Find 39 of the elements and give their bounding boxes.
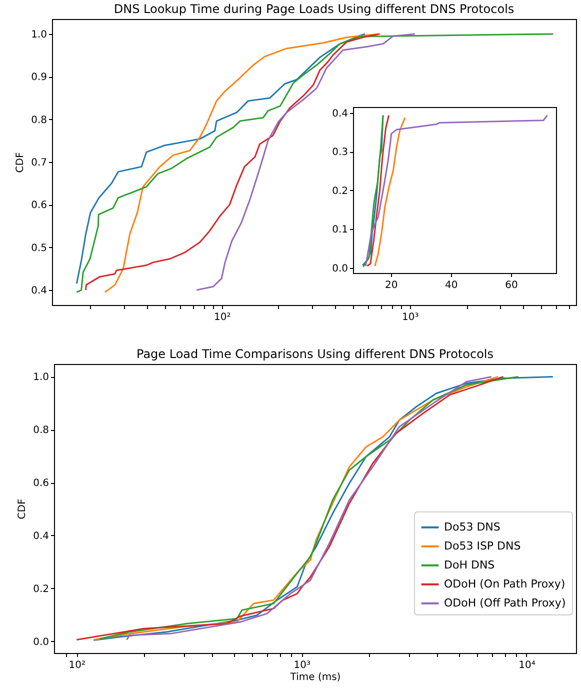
x-tick-label: 10³	[402, 312, 419, 323]
y-tick-label: 0.4	[31, 286, 47, 297]
y-tick-label: 1.0	[33, 372, 49, 384]
y-tick-label: 0.4	[33, 530, 49, 542]
y-tick-label: 0.7	[31, 158, 47, 168]
legend-label: ODoH (On Path Proxy)	[444, 577, 566, 590]
y-tick-label: 0.2	[332, 186, 348, 197]
y-tick-label: 0.1	[332, 224, 348, 236]
y-tick-label: 0.6	[33, 478, 49, 490]
x-tick-label: 10³	[294, 660, 310, 671]
y-axis-title: CDF	[15, 152, 26, 173]
line-series	[366, 114, 390, 266]
x-tick-label: 60	[505, 280, 518, 291]
y-tick-label: 0.2	[33, 584, 49, 595]
y-tick-label: 0.9	[31, 72, 47, 84]
legend-label: ODoH (Off Path Proxy)	[444, 596, 566, 610]
y-tick-label: 0.8	[33, 425, 49, 436]
y-tick-label: 0.8	[31, 114, 47, 126]
x-tick-label: 10²	[68, 660, 86, 671]
x-tick-label: 10²	[214, 312, 231, 323]
y-tick-label: 0.6	[31, 200, 47, 212]
legend-label: Do53 ISP DNS	[444, 539, 521, 552]
y-tick-label: 0.3	[332, 146, 348, 158]
y-tick-label: 0.0	[33, 636, 49, 648]
x-tick-label: 20	[384, 280, 398, 291]
legend-label: Do53 DNS	[444, 520, 500, 534]
chart-title: Page Load Time Comparisons Using different DNS Protocols	[136, 347, 494, 361]
line-series	[364, 114, 548, 266]
x-tick-label: 10⁴	[518, 660, 536, 671]
y-tick-label: 0.0	[332, 263, 348, 274]
y-tick-label: 1.0	[31, 29, 47, 40]
x-axis-title: Time (ms)	[289, 672, 341, 683]
y-tick-label: 0.5	[31, 242, 47, 254]
chart-title: DNS Lookup Time during Page Loads Using different DNS Protocols	[114, 2, 514, 16]
y-tick-label: 0.4	[332, 108, 348, 120]
legend-label: DoH DNS	[444, 558, 495, 572]
y-axis-title: CDF	[17, 498, 28, 520]
x-tick-label: 40	[445, 280, 458, 291]
line-series	[374, 116, 406, 266]
